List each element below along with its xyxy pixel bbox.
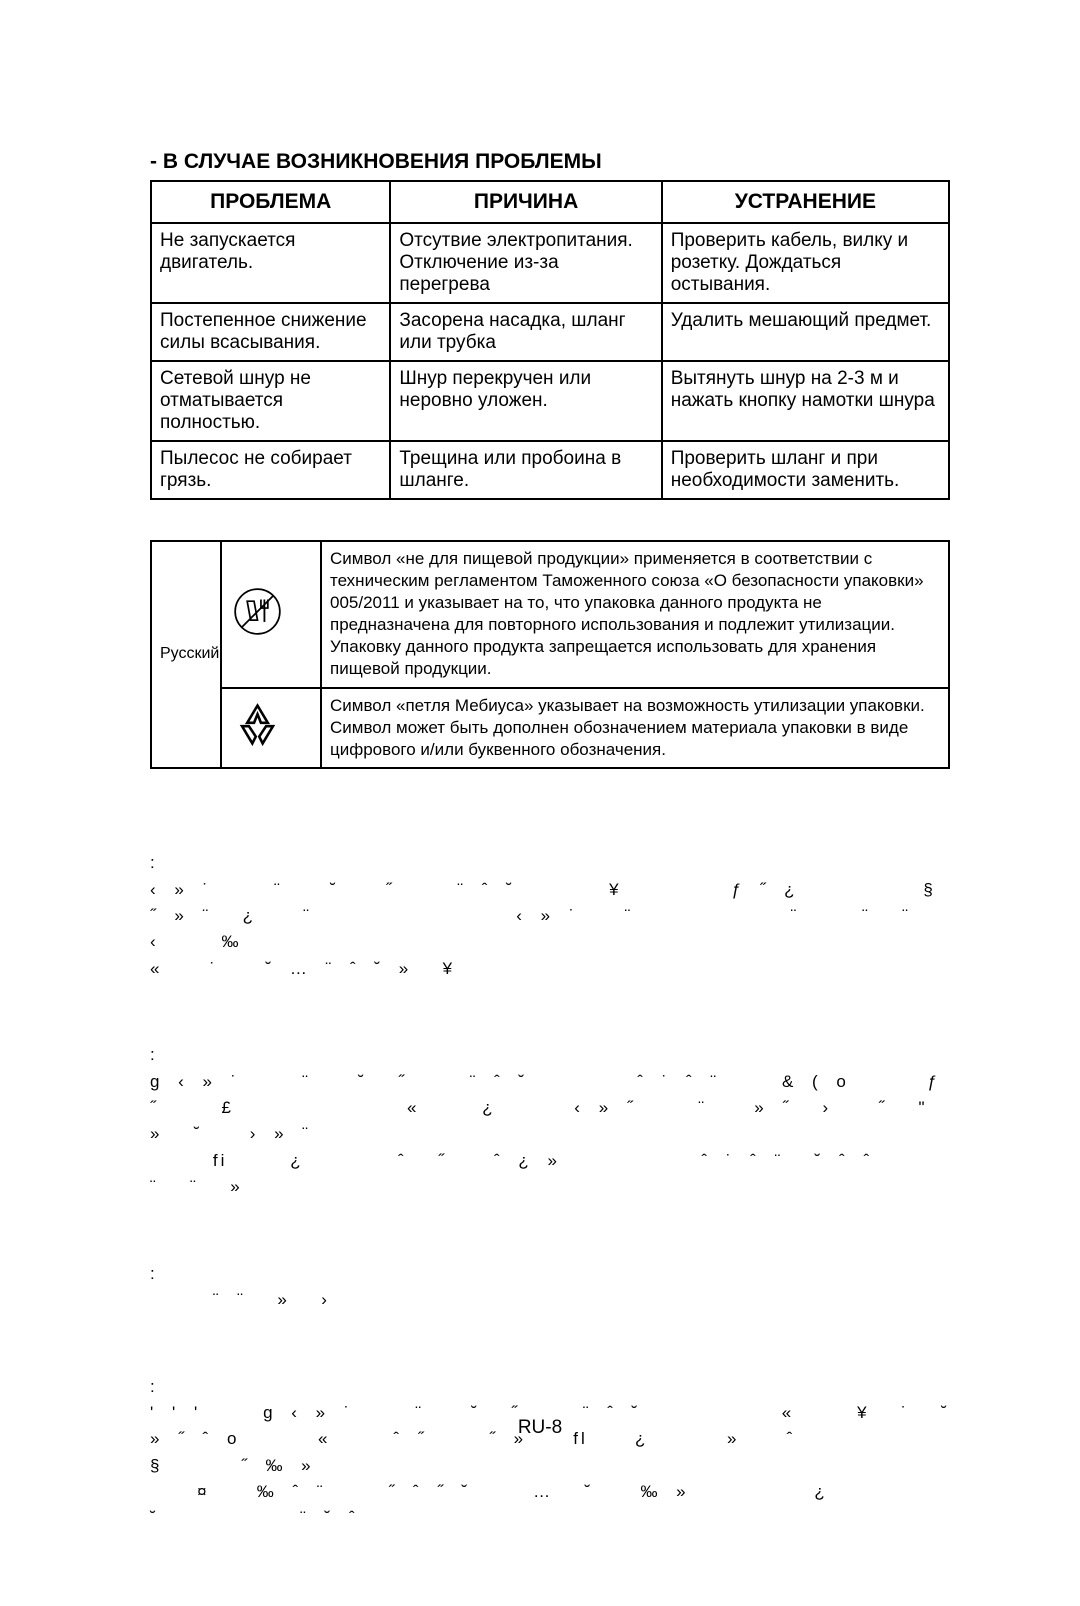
- table-row: Сетевой шнур не отматывается полностью. …: [151, 361, 949, 441]
- troubleshoot-table: ПРОБЛЕМА ПРИЧИНА УСТРАНЕНИЕ Не запускает…: [150, 180, 950, 500]
- mobius-icon: [230, 737, 285, 756]
- header-problem: ПРОБЛЕМА: [151, 181, 390, 223]
- header-cause: ПРИЧИНА: [390, 181, 661, 223]
- cell-problem: Пылесос не собирает грязь.: [151, 441, 390, 499]
- symbols-desc: Символ «петля Мебиуса» указывает на возм…: [321, 688, 949, 768]
- garbled-para: : ' ' ' g ‹ » ˙ ¨ ˘ ˝ ¨ ˆ ˘ « ¥ ˙ ˘ » ˝ …: [150, 1347, 950, 1531]
- symbols-lang: Русский: [151, 541, 221, 768]
- cell-problem: Постепенное снижение силы всасывания.: [151, 303, 390, 361]
- symbols-icon-cell: [221, 688, 321, 768]
- cell-cause: Отсутвие электропитания. Отключение из-з…: [390, 223, 661, 303]
- cell-cause: Трещина или пробоина в шланге.: [390, 441, 661, 499]
- page-number: RU-8: [0, 1417, 1080, 1439]
- cell-fix: Удалить мешающий предмет.: [662, 303, 949, 361]
- garbled-para: : ‹ » ˙ ¨ ˘ ˝ ¨ ˆ ˘ ¥ ƒ ˝ ¿ § ˝ » ¨ ¿ ¨ …: [150, 824, 950, 982]
- symbols-icon-cell: [221, 541, 321, 688]
- garbled-para: : ¨ ¨ » ›: [150, 1234, 950, 1313]
- header-fix: УСТРАНЕНИЕ: [662, 181, 949, 223]
- cell-cause: Засорена насадка, шланг или трубка: [390, 303, 661, 361]
- cell-problem: Сетевой шнур не отматывается полностью.: [151, 361, 390, 441]
- table-row: Пылесос не собирает грязь. Трещина или п…: [151, 441, 949, 499]
- cell-cause: Шнур перекручен или неровно уложен.: [390, 361, 661, 441]
- table-row: Не запускается двигатель. Отсутвие элект…: [151, 223, 949, 303]
- not-food-icon: [230, 624, 285, 643]
- symbols-desc: Символ «не для пищевой продукции» примен…: [321, 541, 949, 688]
- cell-problem: Не запускается двигатель.: [151, 223, 390, 303]
- table-row: Постепенное снижение силы всасывания. За…: [151, 303, 949, 361]
- section-title: - В СЛУЧАЕ ВОЗНИКНОВЕНИЯ ПРОБЛЕМЫ: [150, 150, 950, 174]
- symbols-table: Русский: [150, 540, 950, 769]
- cell-fix: Проверить шланг и при необходимости заме…: [662, 441, 949, 499]
- table-header-row: ПРОБЛЕМА ПРИЧИНА УСТРАНЕНИЕ: [151, 181, 949, 223]
- cell-fix: Проверить кабель, вилку и розетку. Дожда…: [662, 223, 949, 303]
- cell-fix: Вытянуть шнур на 2-3 м и нажать кнопку н…: [662, 361, 949, 441]
- garbled-para: : g ‹ » ˙ ¨ ˘ ˝ ¨ ˆ ˘ ˆ ˙ ˆ ¨ & ( o ƒ ˝ …: [150, 1016, 950, 1200]
